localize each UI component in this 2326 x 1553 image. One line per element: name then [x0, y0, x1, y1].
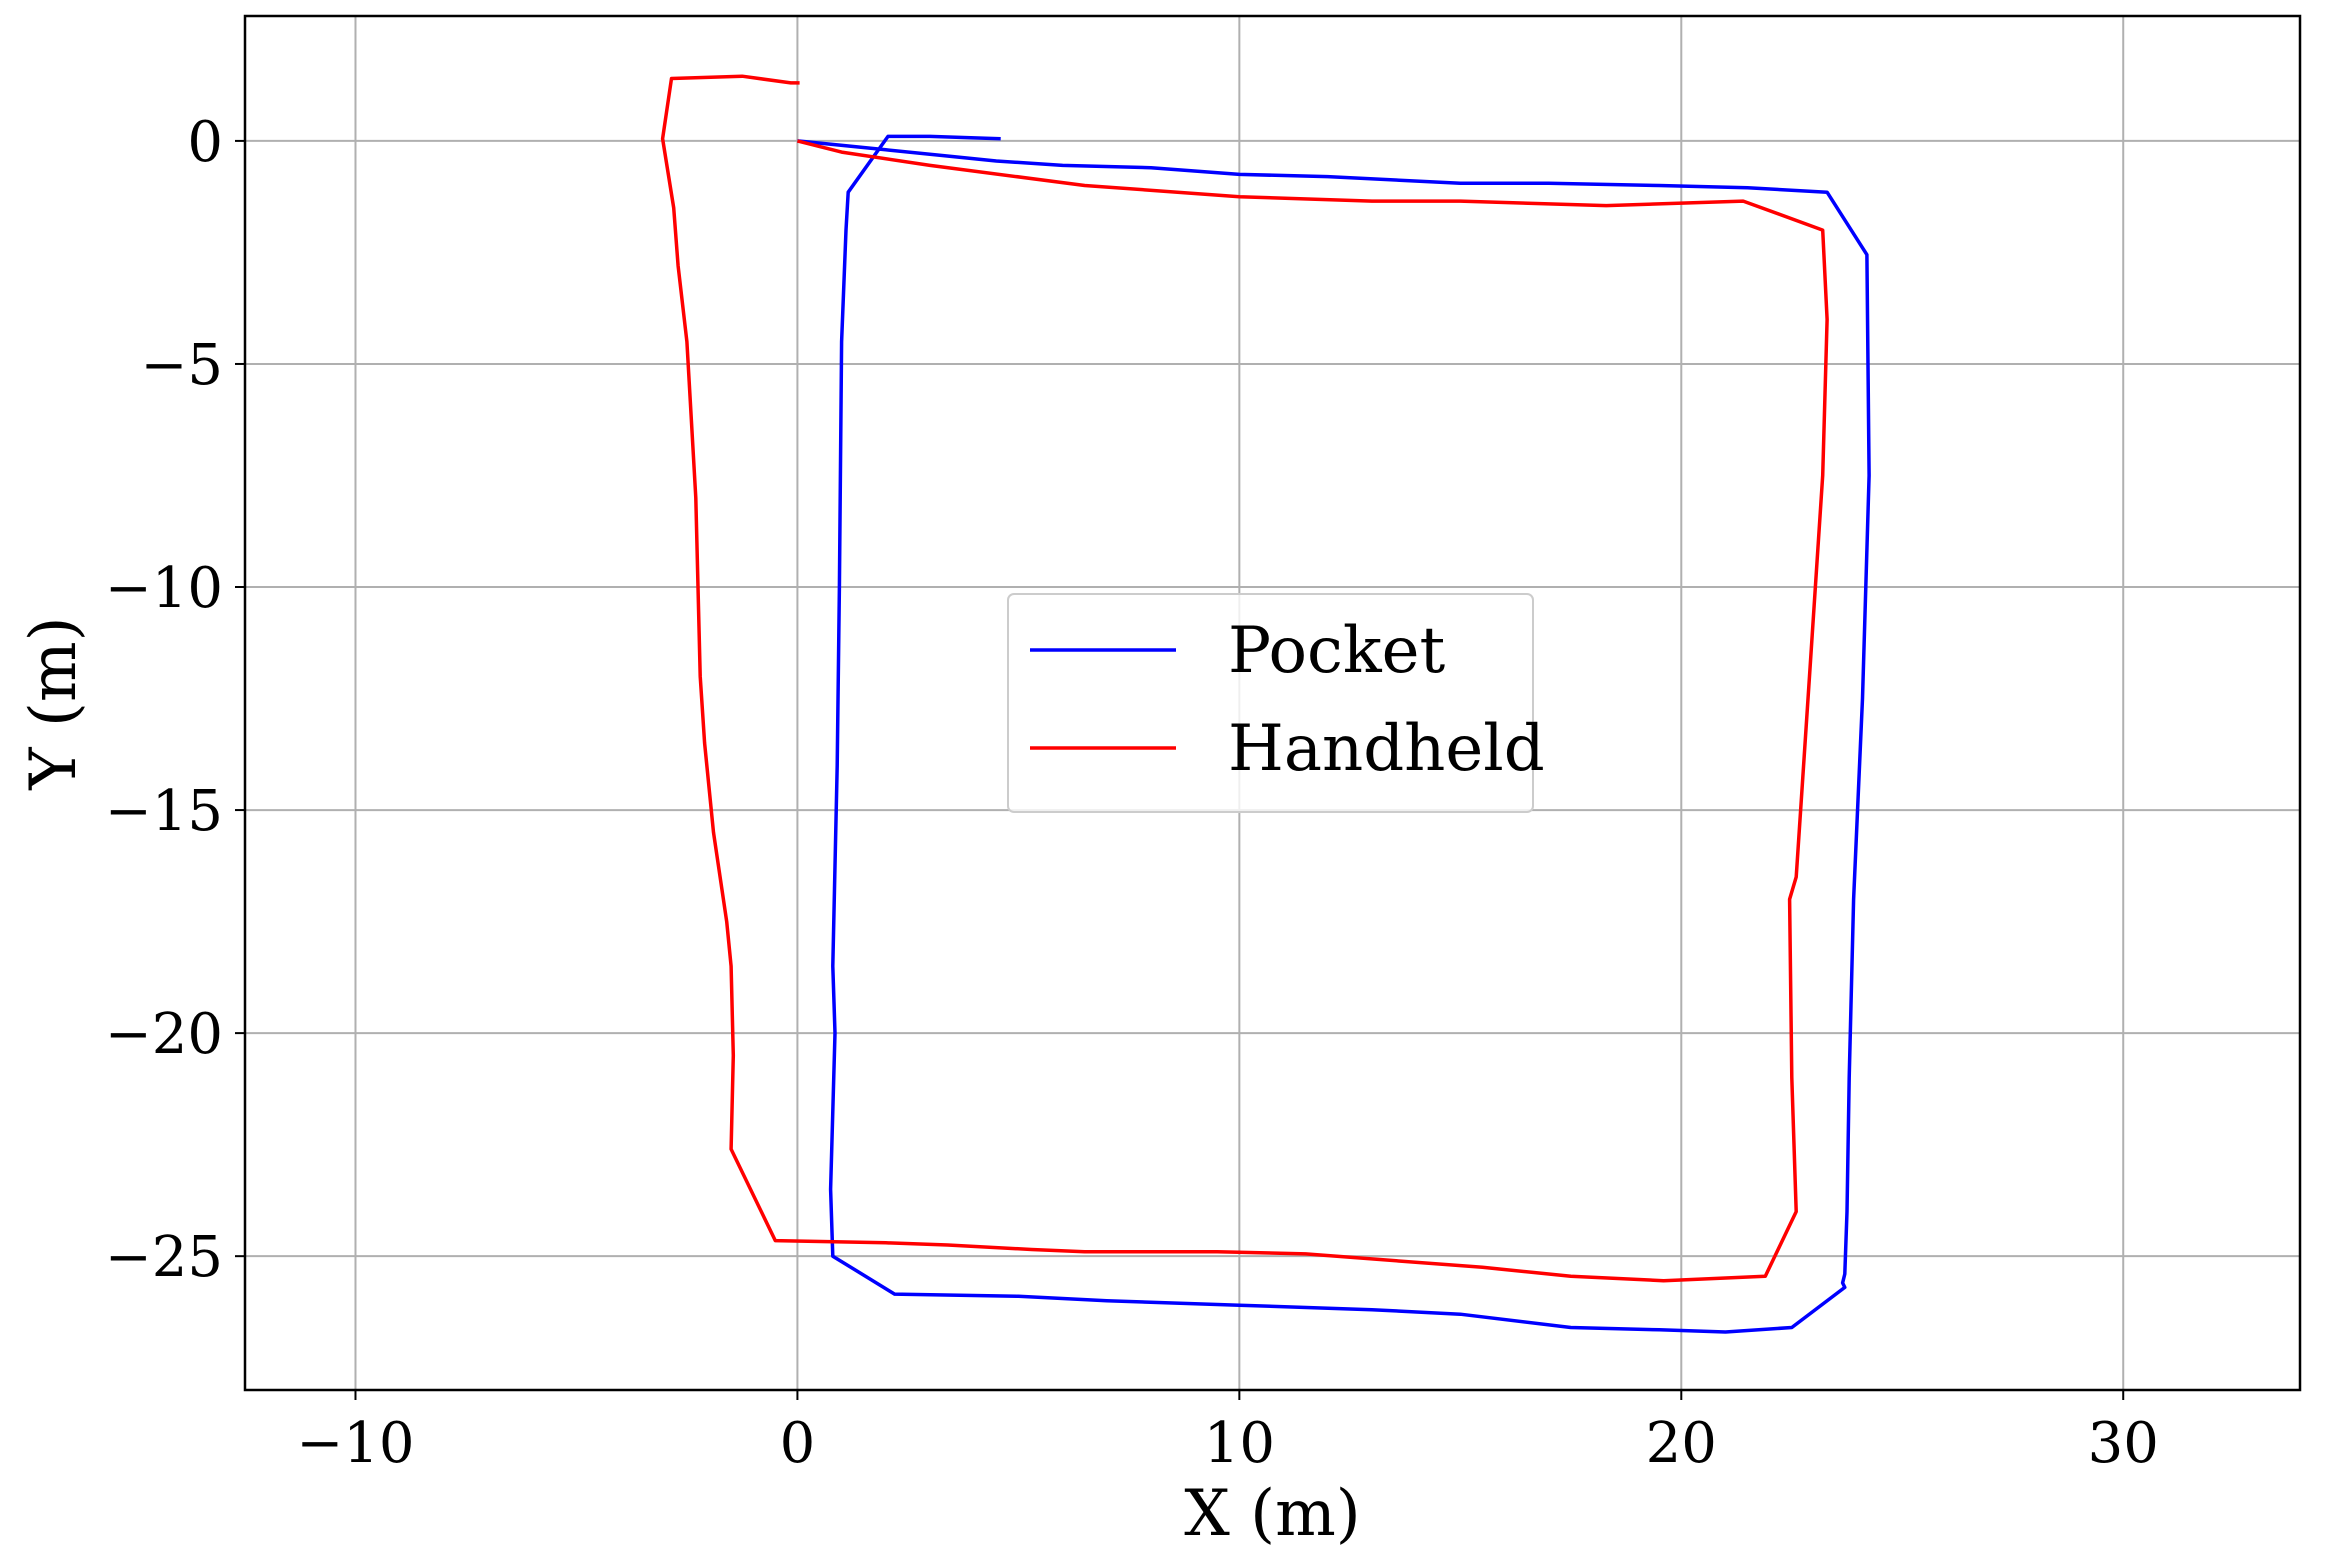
legend-label-handheld: Handheld — [1228, 712, 1545, 786]
y-tick-label: −15 — [105, 779, 223, 844]
x-tick-label: 0 — [780, 1411, 816, 1476]
x-tick-label: −10 — [296, 1411, 414, 1476]
legend: Pocket Handheld — [1007, 593, 1545, 813]
x-tick-label: 30 — [2088, 1411, 2159, 1476]
series-line-pocket — [797, 134, 1871, 1334]
y-tick-label: −25 — [105, 1225, 223, 1290]
series-line-handheld — [660, 74, 1829, 1283]
y-tick-label: −10 — [105, 556, 223, 621]
y-tick-label: 0 — [187, 110, 223, 175]
y-tick-label: −5 — [140, 333, 223, 398]
x-tick-label: 10 — [1204, 1411, 1275, 1476]
plot-frame — [243, 14, 2302, 1392]
x-axis-label: X (m) — [1184, 1477, 1361, 1551]
y-tick-label: −20 — [105, 1002, 223, 1067]
x-tick-label: 20 — [1646, 1411, 1717, 1476]
series-lines — [660, 74, 1871, 1334]
ticks: −10 0 10 20 30 0 −5 −10 −15 −20 −25 — [105, 110, 2159, 1476]
legend-label-pocket: Pocket — [1228, 614, 1446, 688]
y-axis-label: Y (m) — [17, 616, 91, 790]
